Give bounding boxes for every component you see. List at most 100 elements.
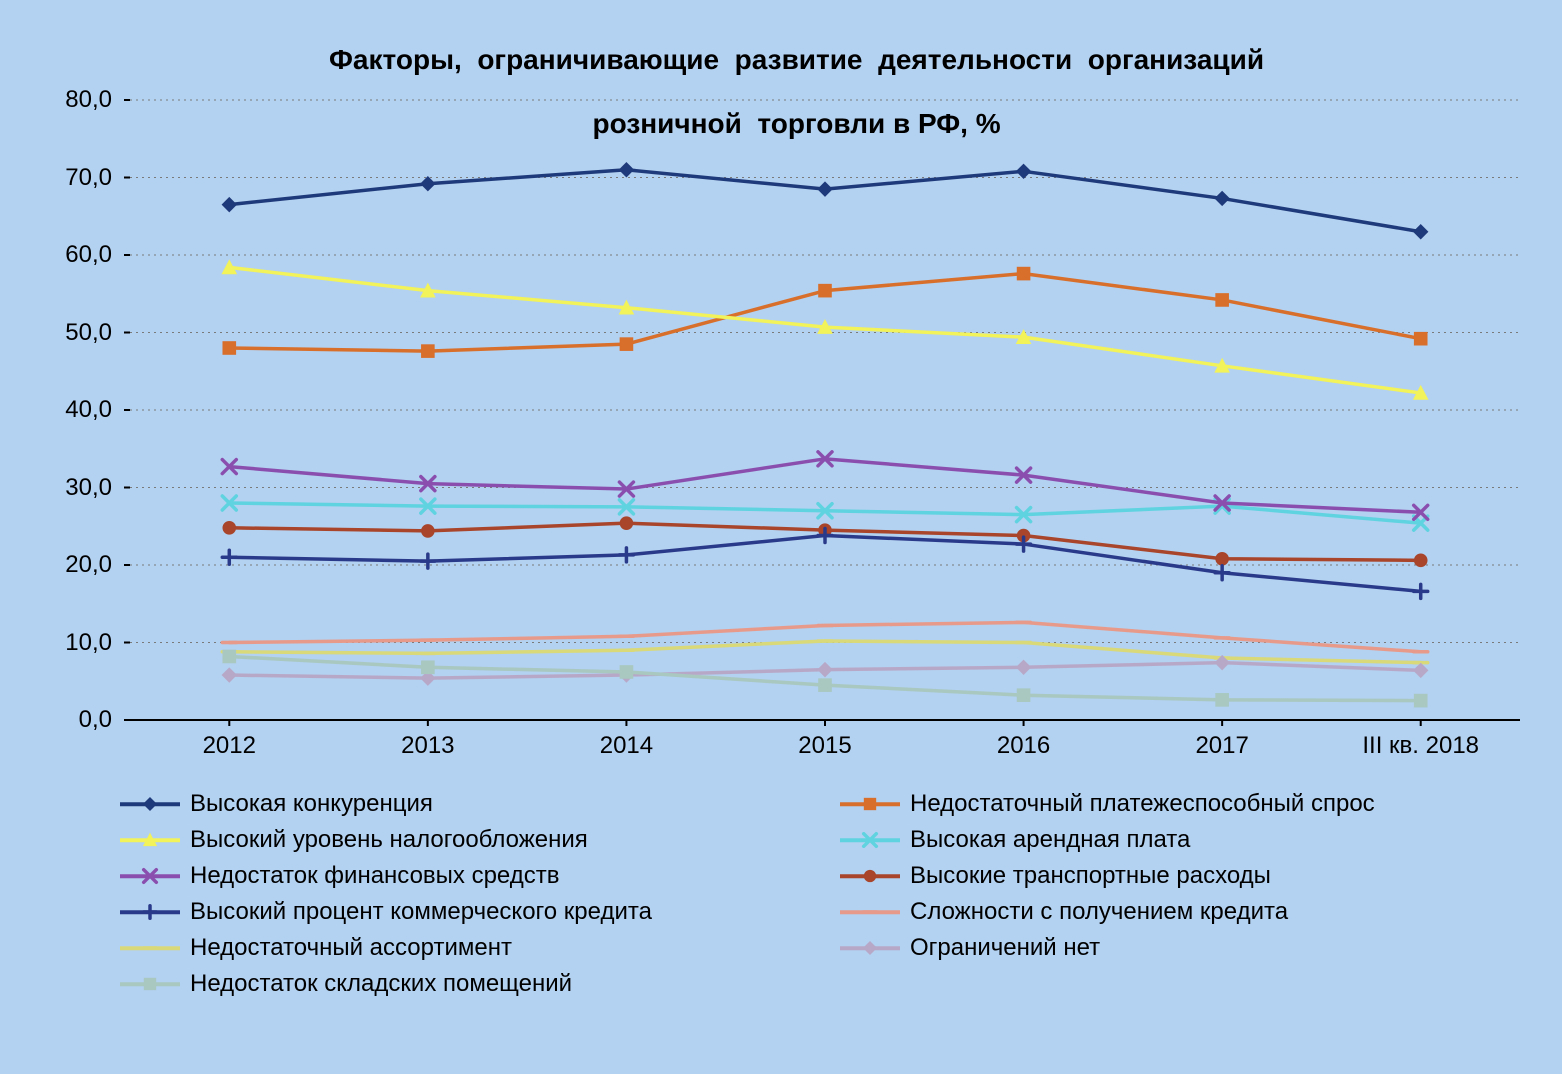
series-marker <box>818 663 832 677</box>
legend-swatch <box>840 939 900 957</box>
legend-label: Высокая арендная плата <box>910 826 1190 854</box>
legend-marker-icon <box>860 902 880 922</box>
plot-area <box>130 100 1520 720</box>
legend-item: Высокий уровень налогообложения <box>120 826 800 854</box>
legend-swatch <box>840 831 900 849</box>
series-marker <box>619 548 633 562</box>
series-marker <box>1216 694 1229 707</box>
y-tick-label: 60,0 <box>0 241 112 269</box>
series-line <box>229 641 1420 663</box>
legend-label: Недостаток финансовых средств <box>190 862 560 890</box>
legend-label: Высокий процент коммерческого кредита <box>190 898 652 926</box>
legend-label: Высокая конкуренция <box>190 790 433 818</box>
legend-swatch <box>120 867 180 885</box>
legend-item: Сложности с получением кредита <box>840 898 1520 926</box>
x-tick-label: 2016 <box>934 732 1114 760</box>
legend-swatch <box>120 795 180 813</box>
series-line <box>229 170 1420 232</box>
series-marker <box>1414 584 1428 598</box>
series-marker <box>1414 554 1427 567</box>
legend-item: Высокие транспортные расходы <box>840 862 1520 890</box>
legend-item: Недостаточный платежеспособный спрос <box>840 790 1520 818</box>
series-marker <box>1216 553 1229 566</box>
y-tick-label: 10,0 <box>0 629 112 657</box>
chart-title-line1: Факторы, ограничивающие развитие деятель… <box>329 44 1264 75</box>
series-marker <box>223 522 236 535</box>
series-marker <box>1215 191 1229 205</box>
plot-svg <box>130 100 1520 720</box>
legend-swatch <box>120 831 180 849</box>
legend-marker-icon <box>140 794 160 814</box>
legend-marker-icon <box>860 830 880 850</box>
x-tick-label: 2013 <box>338 732 518 760</box>
series-marker <box>1017 660 1031 674</box>
legend-item: Недостаток складских помещений <box>120 970 800 998</box>
series-marker <box>422 661 435 674</box>
series-marker <box>1414 332 1427 345</box>
legend-marker-icon <box>140 938 160 958</box>
legend-swatch <box>840 867 900 885</box>
series-marker <box>1017 164 1031 178</box>
series-marker <box>620 517 633 530</box>
y-tick-label: 0,0 <box>0 706 112 734</box>
legend-item: Высокая конкуренция <box>120 790 800 818</box>
series-marker <box>223 650 236 663</box>
legend-label: Высокий уровень налогообложения <box>190 826 588 854</box>
legend-marker-icon <box>140 974 160 994</box>
series-marker <box>422 345 435 358</box>
legend-item: Высокая арендная плата <box>840 826 1520 854</box>
x-tick-label: 2014 <box>536 732 716 760</box>
y-tick-label: 70,0 <box>0 164 112 192</box>
y-tick-label: 80,0 <box>0 86 112 114</box>
legend-label: Сложности с получением кредита <box>910 898 1288 926</box>
legend-swatch <box>840 795 900 813</box>
legend-swatch <box>120 903 180 921</box>
series-marker <box>1216 294 1229 307</box>
series-marker <box>1414 694 1427 707</box>
x-tick-label: 2017 <box>1132 732 1312 760</box>
legend-label: Недостаточный ассортимент <box>190 934 512 962</box>
legend-label: Высокие транспортные расходы <box>910 862 1271 890</box>
series-marker <box>1215 566 1229 580</box>
series-marker <box>421 177 435 191</box>
legend: Высокая конкуренция Недостаточный платеже… <box>120 790 1520 998</box>
legend-item: Высокий процент коммерческого кредита <box>120 898 800 926</box>
series-marker <box>222 550 236 564</box>
x-tick-label: 2015 <box>735 732 915 760</box>
legend-item: Ограничений нет <box>840 934 1520 962</box>
x-tick-label: 2012 <box>139 732 319 760</box>
legend-label: Недостаточный платежеспособный спрос <box>910 790 1375 818</box>
series-marker <box>421 554 435 568</box>
y-tick-label: 30,0 <box>0 474 112 502</box>
x-tick-label: III кв. 2018 <box>1331 732 1511 760</box>
legend-label: Ограничений нет <box>910 934 1100 962</box>
series-marker <box>818 182 832 196</box>
legend-marker-icon <box>860 866 880 886</box>
series-marker <box>1414 663 1428 677</box>
series-marker <box>1414 225 1428 239</box>
series-marker <box>222 198 236 212</box>
series-marker <box>1017 267 1030 280</box>
legend-label: Недостаток складских помещений <box>190 970 572 998</box>
series-marker <box>1017 689 1030 702</box>
legend-marker-icon <box>140 830 160 850</box>
legend-marker-icon <box>860 938 880 958</box>
legend-marker-icon <box>140 902 160 922</box>
legend-swatch <box>840 903 900 921</box>
series-marker <box>620 338 633 351</box>
legend-marker-icon <box>860 794 880 814</box>
legend-swatch <box>120 975 180 993</box>
legend-marker-icon <box>140 866 160 886</box>
series-marker <box>819 679 832 692</box>
y-tick-label: 40,0 <box>0 396 112 424</box>
legend-swatch <box>120 939 180 957</box>
series-marker <box>619 163 633 177</box>
series-marker <box>620 666 633 679</box>
chart-container: Факторы, ограничивающие развитие деятель… <box>0 0 1562 1074</box>
series-marker <box>819 284 832 297</box>
legend-item: Недостаток финансовых средств <box>120 862 800 890</box>
y-tick-label: 50,0 <box>0 319 112 347</box>
legend-item: Недостаточный ассортимент <box>120 934 800 962</box>
series-marker <box>222 668 236 682</box>
y-tick-label: 20,0 <box>0 551 112 579</box>
